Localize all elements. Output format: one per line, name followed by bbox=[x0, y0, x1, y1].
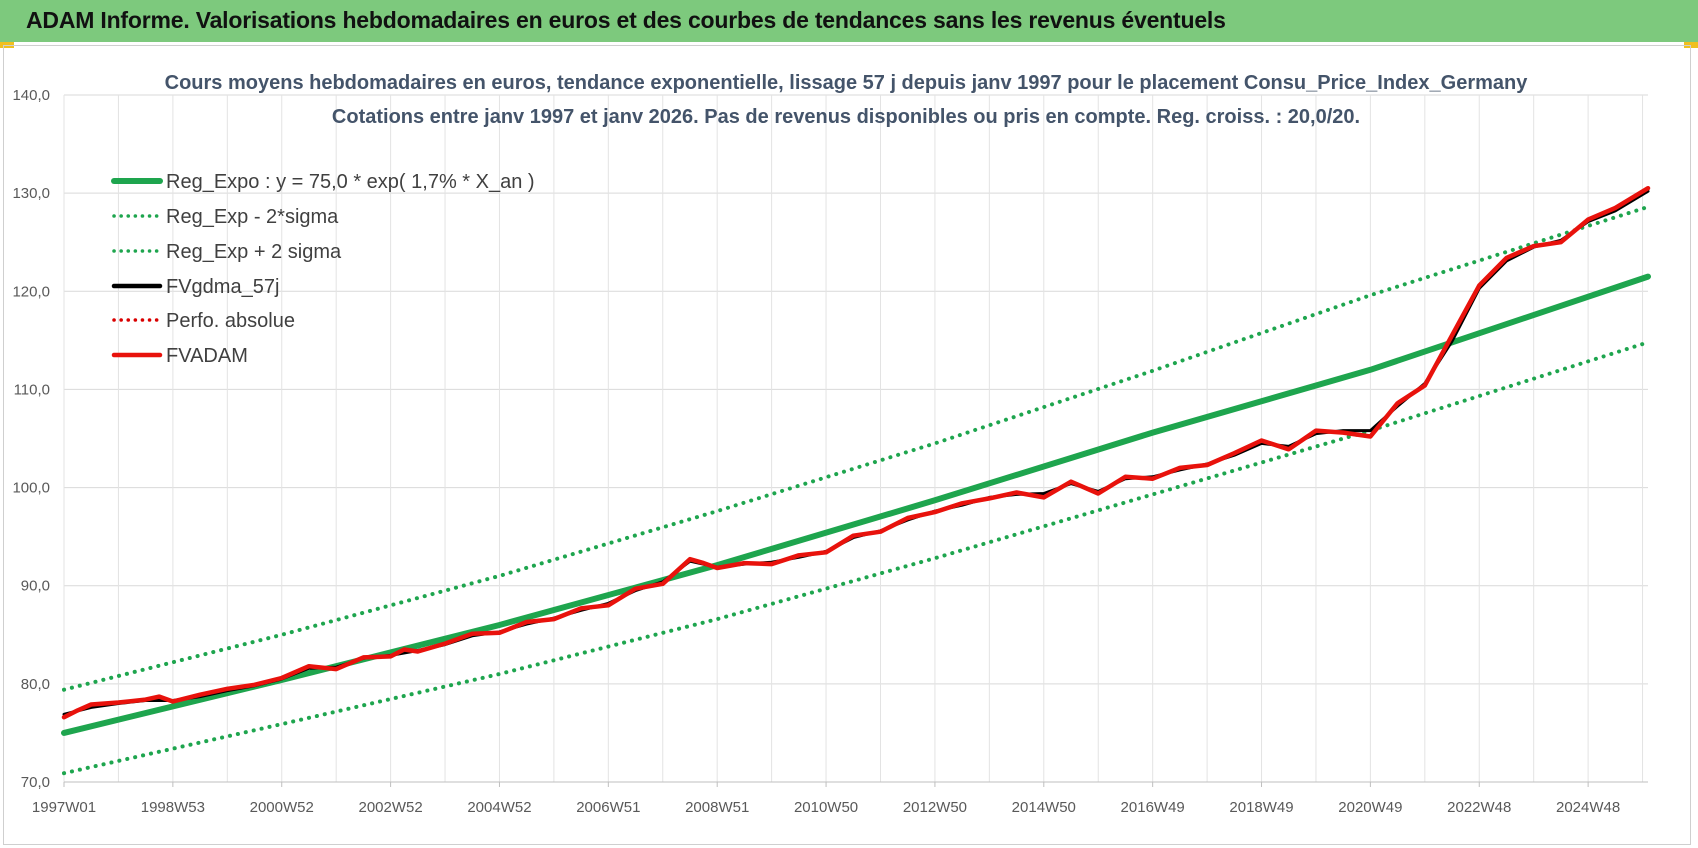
x-tick-label: 2008W51 bbox=[685, 799, 749, 816]
corner-marker-right bbox=[1684, 42, 1698, 48]
x-tick-label: 1997W01 bbox=[32, 799, 96, 816]
chart-axes: 70,0 80,0 90,0 100,0 110,0 120,0 130,0 140,0 199… bbox=[12, 87, 1648, 816]
chart-subtitle: Cotations entre janv 1997 et janv 2026. … bbox=[332, 106, 1360, 128]
y-tick-label: 120,0 bbox=[12, 283, 50, 300]
y-tick-label: 130,0 bbox=[12, 185, 50, 202]
chart-title: Cours moyens hebdomadaires en euros, ten… bbox=[165, 72, 1529, 94]
x-tick-label: 2020W49 bbox=[1338, 799, 1402, 816]
series-line-3 bbox=[62, 189, 1650, 716]
legend-label: Reg_Exp - 2*sigma bbox=[166, 206, 339, 228]
x-tick-label: 2006W51 bbox=[576, 799, 640, 816]
x-tick-label: 2024W48 bbox=[1556, 799, 1620, 816]
banner-title: ADAM Informe. Valorisations hebdomadaire… bbox=[26, 7, 1226, 33]
x-tick-label: 2022W48 bbox=[1447, 799, 1511, 816]
x-tick-label: 2000W52 bbox=[250, 799, 314, 816]
chart-legend: Reg_Expo : y = 75,0 * exp( 1,7% * X_an )… bbox=[111, 171, 535, 367]
legend-label: Perfo. absolue bbox=[166, 310, 295, 332]
series-line-5 bbox=[61, 185, 1651, 720]
x-tick-label: 2004W52 bbox=[467, 799, 531, 816]
series-line-1 bbox=[62, 340, 1650, 776]
legend-label: FVgdma_57j bbox=[166, 276, 279, 298]
chart-frame bbox=[3, 45, 1691, 845]
x-tick-label: 2010W50 bbox=[794, 799, 858, 816]
x-tick-label: 2014W50 bbox=[1012, 799, 1076, 816]
x-tick-label: 2016W49 bbox=[1121, 799, 1185, 816]
x-tick-label: 2012W50 bbox=[903, 799, 967, 816]
banner: ADAM Informe. Valorisations hebdomadaire… bbox=[0, 0, 1698, 42]
x-tick-label: 2018W49 bbox=[1229, 799, 1293, 816]
x-tick-label: 1998W53 bbox=[141, 799, 205, 816]
chart-series bbox=[61, 185, 1651, 776]
chart-grid bbox=[63, 94, 1648, 783]
y-tick-label: 90,0 bbox=[21, 578, 50, 595]
y-tick-label: 80,0 bbox=[21, 676, 50, 693]
y-tick-label: 140,0 bbox=[12, 87, 50, 104]
series-line-2 bbox=[62, 204, 1650, 692]
y-tick-label: 70,0 bbox=[21, 774, 50, 791]
series-line-0 bbox=[61, 273, 1651, 736]
legend-label: Reg_Exp + 2 sigma bbox=[166, 241, 342, 263]
legend-label: Reg_Expo : y = 75,0 * exp( 1,7% * X_an ) bbox=[166, 171, 535, 193]
y-tick-label: 100,0 bbox=[12, 480, 50, 497]
y-tick-label: 110,0 bbox=[14, 381, 50, 398]
legend-label: FVADAM bbox=[166, 345, 248, 367]
x-tick-label: 2002W52 bbox=[358, 799, 422, 816]
